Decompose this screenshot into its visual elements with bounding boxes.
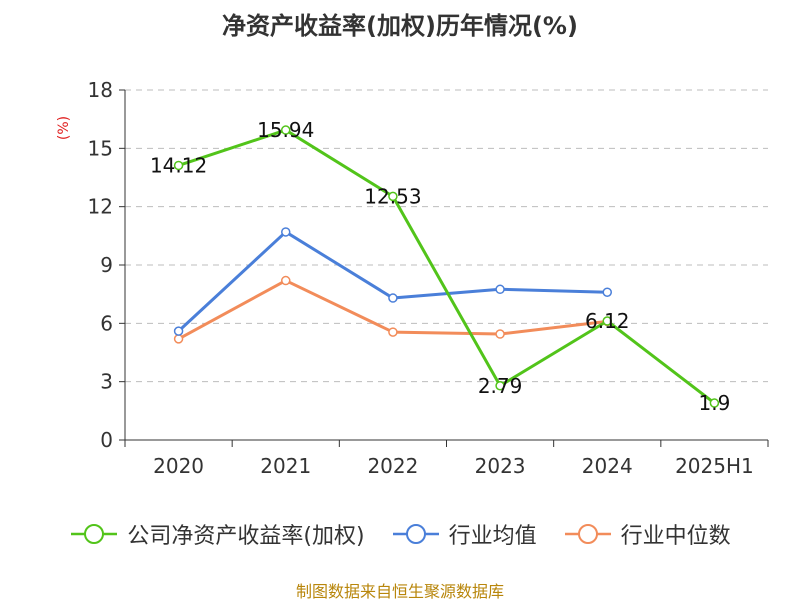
label-layer: 14.12 15.94 12.53 2.79 6.12 1.9 xyxy=(150,118,730,415)
axis-layer: 0 3 6 9 12 15 18 2020 2021 2022 2023 2024 2025H1 xyxy=(88,78,769,478)
legend-marker-icon xyxy=(392,524,439,544)
data-point[interactable] xyxy=(602,287,612,297)
y-tick-label: 6 xyxy=(100,311,113,335)
data-point[interactable] xyxy=(281,227,291,237)
source-note: 制图数据来自恒生聚源数据库 xyxy=(295,582,504,601)
legend-label: 行业均值 xyxy=(448,524,537,549)
x-tick-label: 2024 xyxy=(582,454,633,478)
data-point[interactable] xyxy=(388,191,398,202)
line-layer xyxy=(177,128,716,405)
data-point[interactable] xyxy=(602,316,612,326)
legend-item[interactable]: 公司净资产收益率(加权) xyxy=(69,518,365,550)
y-tick-label: 18 xyxy=(88,78,113,102)
data-label: 14.12 xyxy=(150,153,207,177)
data-label: 6.12 xyxy=(585,309,630,333)
x-tick-label: 2022 xyxy=(367,454,418,478)
legend-item[interactable]: 行业中位数 xyxy=(563,518,731,550)
x-tick-label: 2020 xyxy=(153,454,204,478)
y-tick-label: 3 xyxy=(100,370,113,394)
series-line xyxy=(178,128,716,405)
x-tick-label: 2021 xyxy=(260,454,311,478)
data-point[interactable] xyxy=(281,125,291,135)
data-point[interactable] xyxy=(173,160,184,171)
y-tick-label: 12 xyxy=(88,195,113,219)
y-unit-label: (%) xyxy=(56,116,72,140)
legend: 公司净资产收益率(加权) 行业均值 行业中位数 xyxy=(0,518,800,550)
data-point[interactable] xyxy=(388,293,398,303)
data-point[interactable] xyxy=(281,275,291,286)
legend-marker-icon xyxy=(71,524,118,544)
legend-label: 行业中位数 xyxy=(620,524,731,549)
chart-title: 净资产收益率(加权)历年情况(%) xyxy=(222,12,578,40)
y-tick-label: 9 xyxy=(100,253,113,277)
x-tick-label: 2023 xyxy=(475,454,526,478)
data-label: 1.9 xyxy=(699,391,731,415)
y-tick-label: 0 xyxy=(100,428,113,452)
data-label: 2.79 xyxy=(478,374,523,398)
data-point[interactable] xyxy=(173,334,184,344)
x-tick-label: 2025H1 xyxy=(675,454,754,478)
data-label: 15.94 xyxy=(257,118,314,142)
legend-marker-icon xyxy=(564,524,611,544)
data-point[interactable] xyxy=(709,398,720,408)
data-point[interactable] xyxy=(495,381,505,391)
data-point[interactable] xyxy=(173,326,184,336)
grid-layer xyxy=(125,89,768,383)
point-layer xyxy=(173,125,720,408)
y-tick-label: 15 xyxy=(88,136,113,160)
data-label: 12.53 xyxy=(364,184,421,208)
data-point[interactable] xyxy=(388,327,398,337)
data-point[interactable] xyxy=(495,284,505,295)
legend-item[interactable]: 行业均值 xyxy=(391,518,537,550)
series-line xyxy=(177,230,608,333)
data-point[interactable] xyxy=(495,329,505,339)
legend-label: 公司净资产收益率(加权) xyxy=(127,524,365,549)
